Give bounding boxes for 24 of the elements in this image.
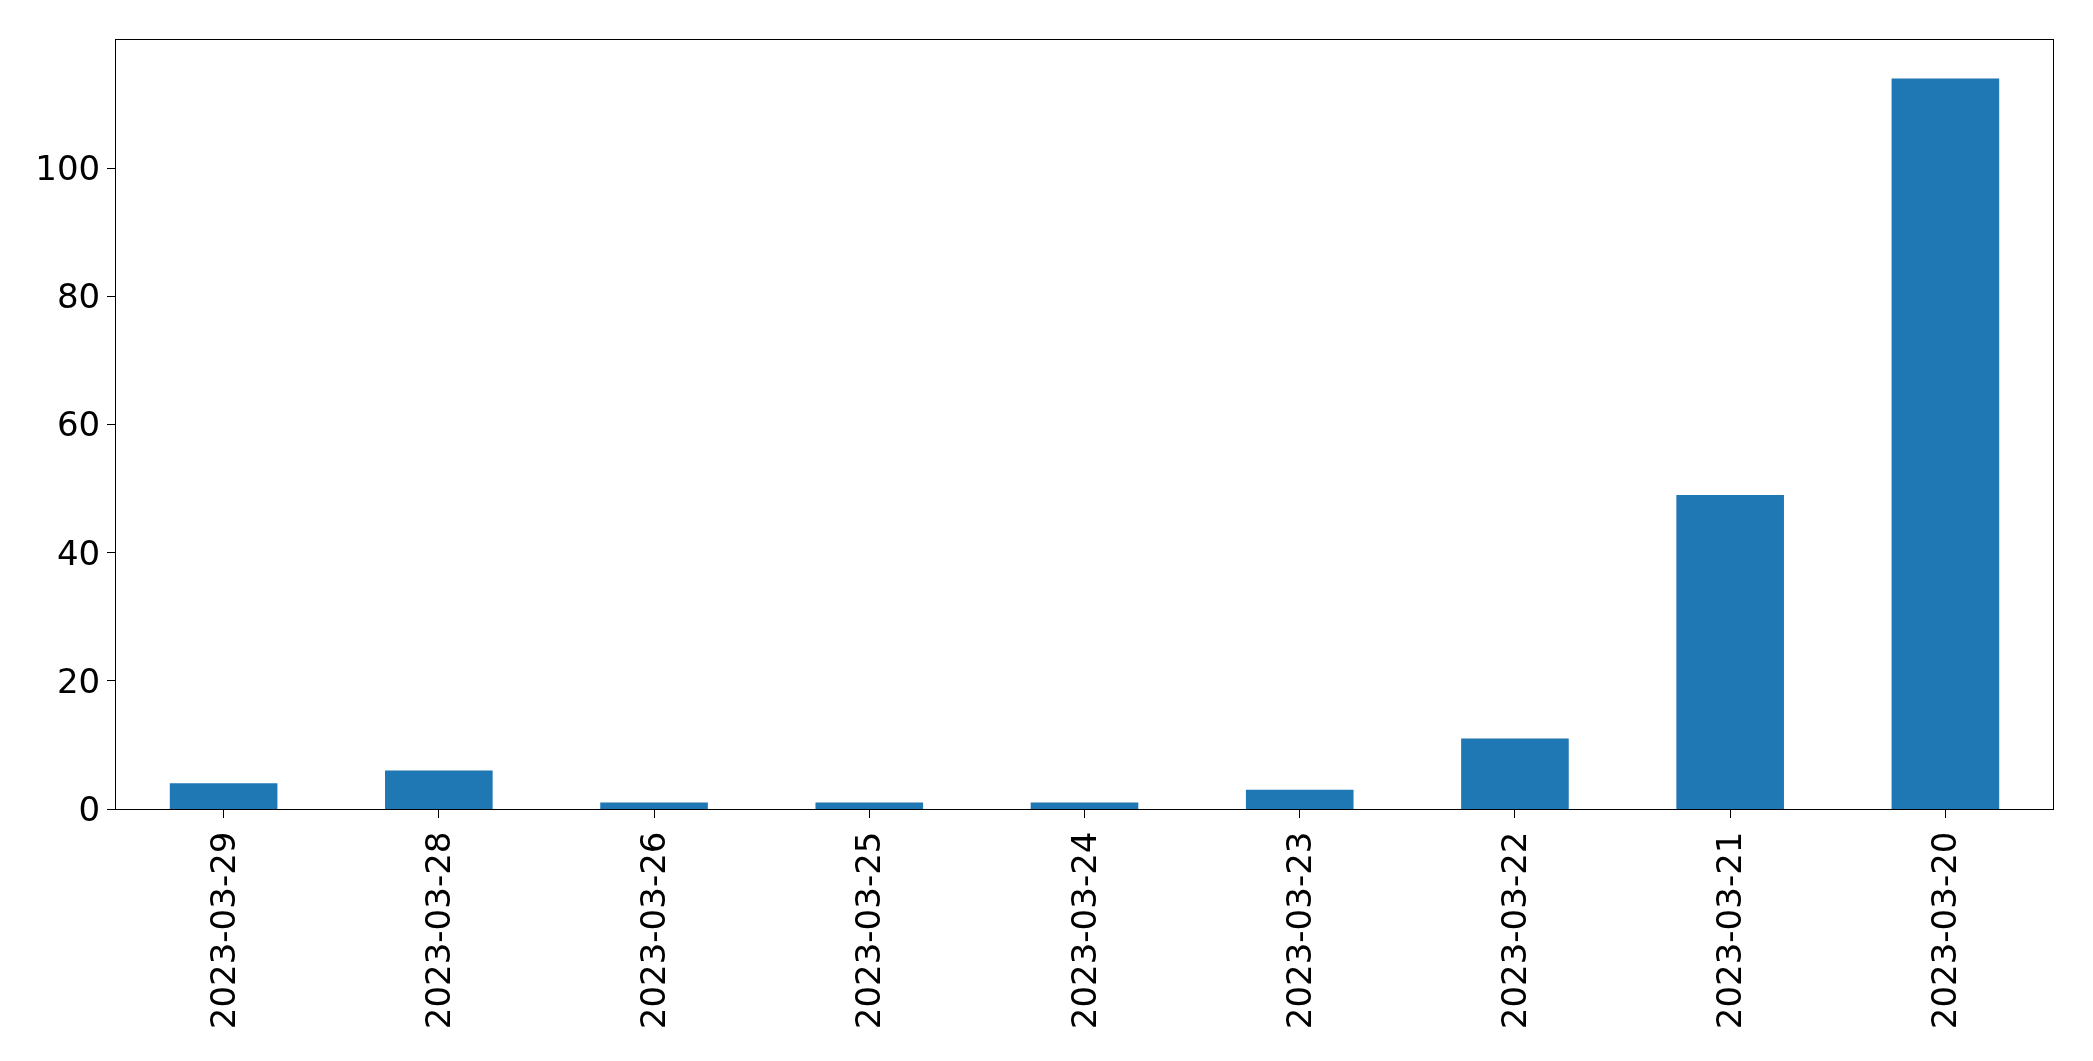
x-tick-label: 2023-03-20	[1924, 831, 1965, 1030]
bar	[1245, 789, 1354, 809]
x-tick-label: 2023-03-25	[848, 831, 889, 1030]
y-tick-label: 100	[35, 148, 101, 189]
bar	[385, 770, 493, 809]
y-tick-label: 80	[56, 276, 101, 317]
x-tick-label: 2023-03-23	[1278, 831, 1319, 1030]
x-tick-label: 2023-03-22	[1493, 831, 1534, 1030]
x-tick-label: 2023-03-21	[1709, 831, 1750, 1030]
x-tick-label: 2023-03-24	[1063, 831, 1104, 1030]
y-tick-label: 40	[56, 532, 101, 573]
x-tick-label: 2023-03-26	[633, 831, 674, 1030]
bar	[600, 802, 708, 809]
bar	[169, 783, 278, 809]
x-tick-label: 2023-03-28	[417, 831, 458, 1030]
x-tick-label: 2023-03-29	[202, 831, 243, 1030]
y-tick-label: 0	[78, 788, 101, 829]
y-tick-label: 20	[56, 660, 101, 701]
y-tick-label: 60	[56, 404, 101, 445]
bar	[1030, 802, 1139, 809]
bar	[815, 802, 924, 809]
bar	[1891, 78, 2000, 809]
bar	[1676, 494, 1784, 809]
bar	[1461, 738, 1569, 809]
